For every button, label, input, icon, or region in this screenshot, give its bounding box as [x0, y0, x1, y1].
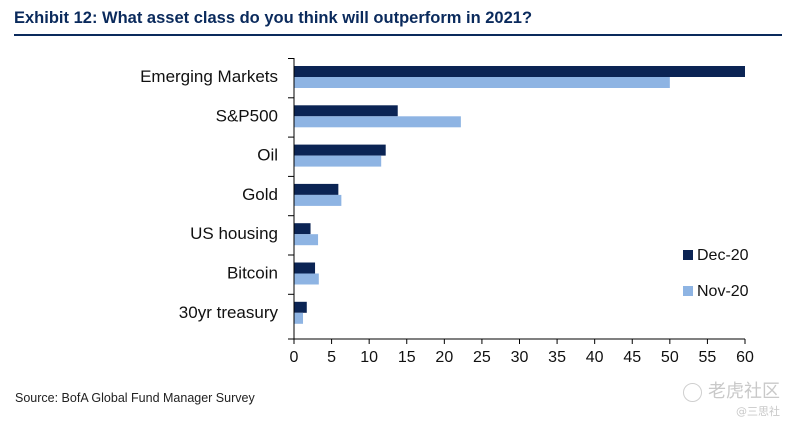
bar-dec-20 [294, 223, 311, 235]
x-tick-label: 35 [548, 349, 566, 366]
watermark-text: 老虎社区 [708, 381, 780, 402]
title-divider [14, 34, 782, 36]
bar-nov-20 [294, 234, 319, 246]
legend-swatch-dec-20 [683, 250, 693, 260]
source-note: Source: BofA Global Fund Manager Survey [15, 391, 255, 405]
x-axis: 0 5 10 15 20 25 30 35 40 45 50 55 60 [288, 58, 754, 366]
x-tick-label: 5 [327, 349, 336, 366]
bar-dec-20 [294, 183, 339, 195]
category-label: US housing [190, 224, 278, 243]
chart-title: Exhibit 12: What asset class do you thin… [14, 9, 533, 27]
x-tick-label: 55 [699, 349, 717, 366]
x-tick-label: 30 [511, 349, 529, 366]
bar-nov-20 [294, 116, 461, 128]
category-labels: Emerging Markets S&P500 Oil Gold US housing B… [140, 67, 278, 322]
x-tick-label: 15 [398, 349, 416, 366]
bar-dec-20 [294, 262, 316, 274]
category-label: Bitcoin [227, 264, 278, 283]
legend-label: Dec-20 [697, 247, 749, 264]
legend: Dec-20 Nov-20 [683, 247, 749, 300]
bar-nov-20 [294, 155, 382, 167]
bar-nov-20 [294, 273, 319, 285]
bar-nov-20 [294, 194, 342, 206]
watermark: 老虎社区 @三思社 [650, 380, 780, 428]
x-tick-label: 25 [473, 349, 491, 366]
bar-dec-20 [294, 66, 745, 77]
x-tick-label: 50 [661, 349, 679, 366]
category-label: Oil [257, 146, 278, 165]
category-label: S&P500 [216, 106, 278, 125]
x-tick-label: 60 [736, 349, 754, 366]
x-tick-label: 10 [360, 349, 378, 366]
bar-dec-20 [294, 105, 398, 117]
bar-nov-20 [294, 312, 304, 324]
category-label: 30yr treasury [179, 303, 279, 322]
bar-dec-20 [294, 301, 307, 313]
bar-nov-20 [294, 77, 670, 88]
x-tick-label: 45 [623, 349, 641, 366]
legend-label: Nov-20 [697, 283, 749, 300]
category-label: Gold [242, 185, 278, 204]
watermark-logo-icon [683, 382, 702, 402]
legend-swatch-nov-20 [683, 286, 693, 296]
watermark-handle: @三思社 [736, 405, 780, 418]
x-tick-label: 20 [435, 349, 453, 366]
category-label: Emerging Markets [140, 67, 278, 86]
bars [294, 66, 745, 324]
x-tick-label: 40 [586, 349, 604, 366]
bar-dec-20 [294, 144, 386, 156]
x-tick-label: 0 [290, 349, 299, 366]
